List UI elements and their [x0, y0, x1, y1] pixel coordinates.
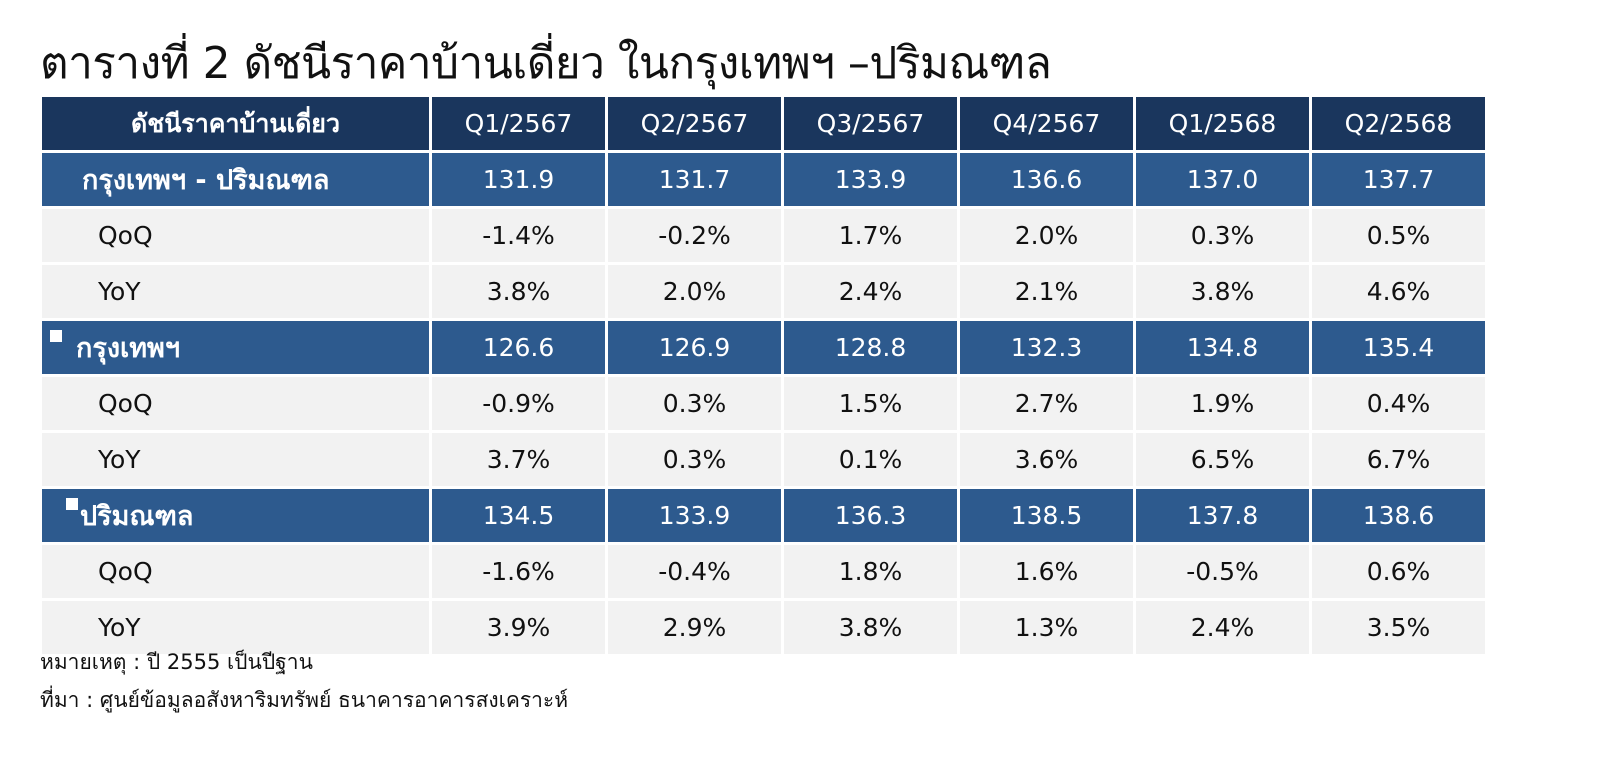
qoq-value: -0.2%	[608, 209, 781, 262]
index-value: 136.6	[960, 153, 1133, 206]
qoq-value: 1.5%	[784, 377, 957, 430]
qoq-value: -0.5%	[1136, 545, 1309, 598]
qoq-label: QoQ	[42, 377, 429, 430]
qoq-value: 1.6%	[960, 545, 1133, 598]
qoq-row: QoQ -1.6% -0.4% 1.8% 1.6% -0.5% 0.6%	[42, 545, 1485, 598]
index-value: 134.8	[1136, 321, 1309, 374]
index-value: 137.8	[1136, 489, 1309, 542]
qoq-row: QoQ -1.4% -0.2% 1.7% 2.0% 0.3% 0.5%	[42, 209, 1485, 262]
yoy-value: 2.4%	[784, 265, 957, 318]
qoq-value: 1.9%	[1136, 377, 1309, 430]
yoy-value: 1.3%	[960, 601, 1133, 654]
qoq-value: 1.7%	[784, 209, 957, 262]
index-value: 131.7	[608, 153, 781, 206]
header-quarter: Q2/2567	[608, 97, 781, 150]
qoq-value: 0.4%	[1312, 377, 1485, 430]
yoy-row: YoY 3.8% 2.0% 2.4% 2.1% 3.8% 4.6%	[42, 265, 1485, 318]
qoq-value: 0.3%	[1136, 209, 1309, 262]
index-value: 136.3	[784, 489, 957, 542]
group-row-bangkok: กรุงเทพฯ 126.6 126.9 128.8 132.3 134.8 1…	[42, 321, 1485, 374]
yoy-value: 3.7%	[432, 433, 605, 486]
qoq-value: 0.5%	[1312, 209, 1485, 262]
index-value: 134.5	[432, 489, 605, 542]
index-value: 131.9	[432, 153, 605, 206]
house-price-index-table: ดัชนีราคาบ้านเดี่ยว Q1/2567 Q2/2567 Q3/2…	[39, 94, 1488, 657]
group-label: กรุงเทพฯ	[76, 333, 181, 364]
yoy-label: YoY	[42, 433, 429, 486]
qoq-value: -0.4%	[608, 545, 781, 598]
yoy-value: 3.6%	[960, 433, 1133, 486]
qoq-label: QoQ	[42, 545, 429, 598]
group-label: กรุงเทพฯ - ปริมณฑล	[42, 153, 429, 206]
header-quarter: Q3/2567	[784, 97, 957, 150]
square-bullet-icon	[50, 330, 62, 342]
table-header-row: ดัชนีราคาบ้านเดี่ยว Q1/2567 Q2/2567 Q3/2…	[42, 97, 1485, 150]
index-value: 128.8	[784, 321, 957, 374]
yoy-value: 2.1%	[960, 265, 1133, 318]
header-label: ดัชนีราคาบ้านเดี่ยว	[42, 97, 429, 150]
yoy-value: 2.4%	[1136, 601, 1309, 654]
yoy-value: 2.9%	[608, 601, 781, 654]
qoq-value: 2.7%	[960, 377, 1133, 430]
index-value: 138.6	[1312, 489, 1485, 542]
index-value: 132.3	[960, 321, 1133, 374]
header-quarter: Q1/2568	[1136, 97, 1309, 150]
index-value: 126.6	[432, 321, 605, 374]
index-value: 126.9	[608, 321, 781, 374]
yoy-value: 0.3%	[608, 433, 781, 486]
qoq-label: QoQ	[42, 209, 429, 262]
qoq-value: 2.0%	[960, 209, 1133, 262]
qoq-value: 0.3%	[608, 377, 781, 430]
qoq-row: QoQ -0.9% 0.3% 1.5% 2.7% 1.9% 0.4%	[42, 377, 1485, 430]
group-label-cell: ปริมณฑล	[42, 489, 429, 542]
yoy-row: YoY 3.9% 2.9% 3.8% 1.3% 2.4% 3.5%	[42, 601, 1485, 654]
footnote-source: ที่มา : ศูนย์ข้อมูลอสังหาริมทรัพย์ ธนาคา…	[40, 688, 569, 712]
yoy-value: 3.8%	[784, 601, 957, 654]
group-label: ปริมณฑล	[80, 501, 194, 532]
qoq-value: -1.6%	[432, 545, 605, 598]
header-quarter: Q2/2568	[1312, 97, 1485, 150]
qoq-value: -0.9%	[432, 377, 605, 430]
qoq-value: 1.8%	[784, 545, 957, 598]
yoy-value: 6.5%	[1136, 433, 1309, 486]
yoy-value: 3.8%	[432, 265, 605, 318]
group-row-bangkok-vicinity: กรุงเทพฯ - ปริมณฑล 131.9 131.7 133.9 136…	[42, 153, 1485, 206]
yoy-value: 4.6%	[1312, 265, 1485, 318]
qoq-value: 0.6%	[1312, 545, 1485, 598]
index-value: 135.4	[1312, 321, 1485, 374]
index-value: 137.0	[1136, 153, 1309, 206]
yoy-value: 3.9%	[432, 601, 605, 654]
index-value: 137.7	[1312, 153, 1485, 206]
yoy-label: YoY	[42, 601, 429, 654]
footnote-base-year: หมายเหตุ : ปี 2555 เป็นปีฐาน	[40, 650, 313, 674]
group-row-vicinity: ปริมณฑล 134.5 133.9 136.3 138.5 137.8 13…	[42, 489, 1485, 542]
qoq-value: -1.4%	[432, 209, 605, 262]
index-value: 133.9	[784, 153, 957, 206]
header-quarter: Q1/2567	[432, 97, 605, 150]
index-value: 138.5	[960, 489, 1133, 542]
header-quarter: Q4/2567	[960, 97, 1133, 150]
yoy-value: 3.8%	[1136, 265, 1309, 318]
yoy-row: YoY 3.7% 0.3% 0.1% 3.6% 6.5% 6.7%	[42, 433, 1485, 486]
yoy-value: 0.1%	[784, 433, 957, 486]
yoy-label: YoY	[42, 265, 429, 318]
group-label-cell: กรุงเทพฯ	[42, 321, 429, 374]
square-bullet-icon	[66, 498, 78, 510]
yoy-value: 3.5%	[1312, 601, 1485, 654]
yoy-value: 2.0%	[608, 265, 781, 318]
page-title: ตารางที่ 2 ดัชนีราคาบ้านเดี่ยว ในกรุงเทพ…	[40, 38, 1052, 89]
index-value: 133.9	[608, 489, 781, 542]
yoy-value: 6.7%	[1312, 433, 1485, 486]
